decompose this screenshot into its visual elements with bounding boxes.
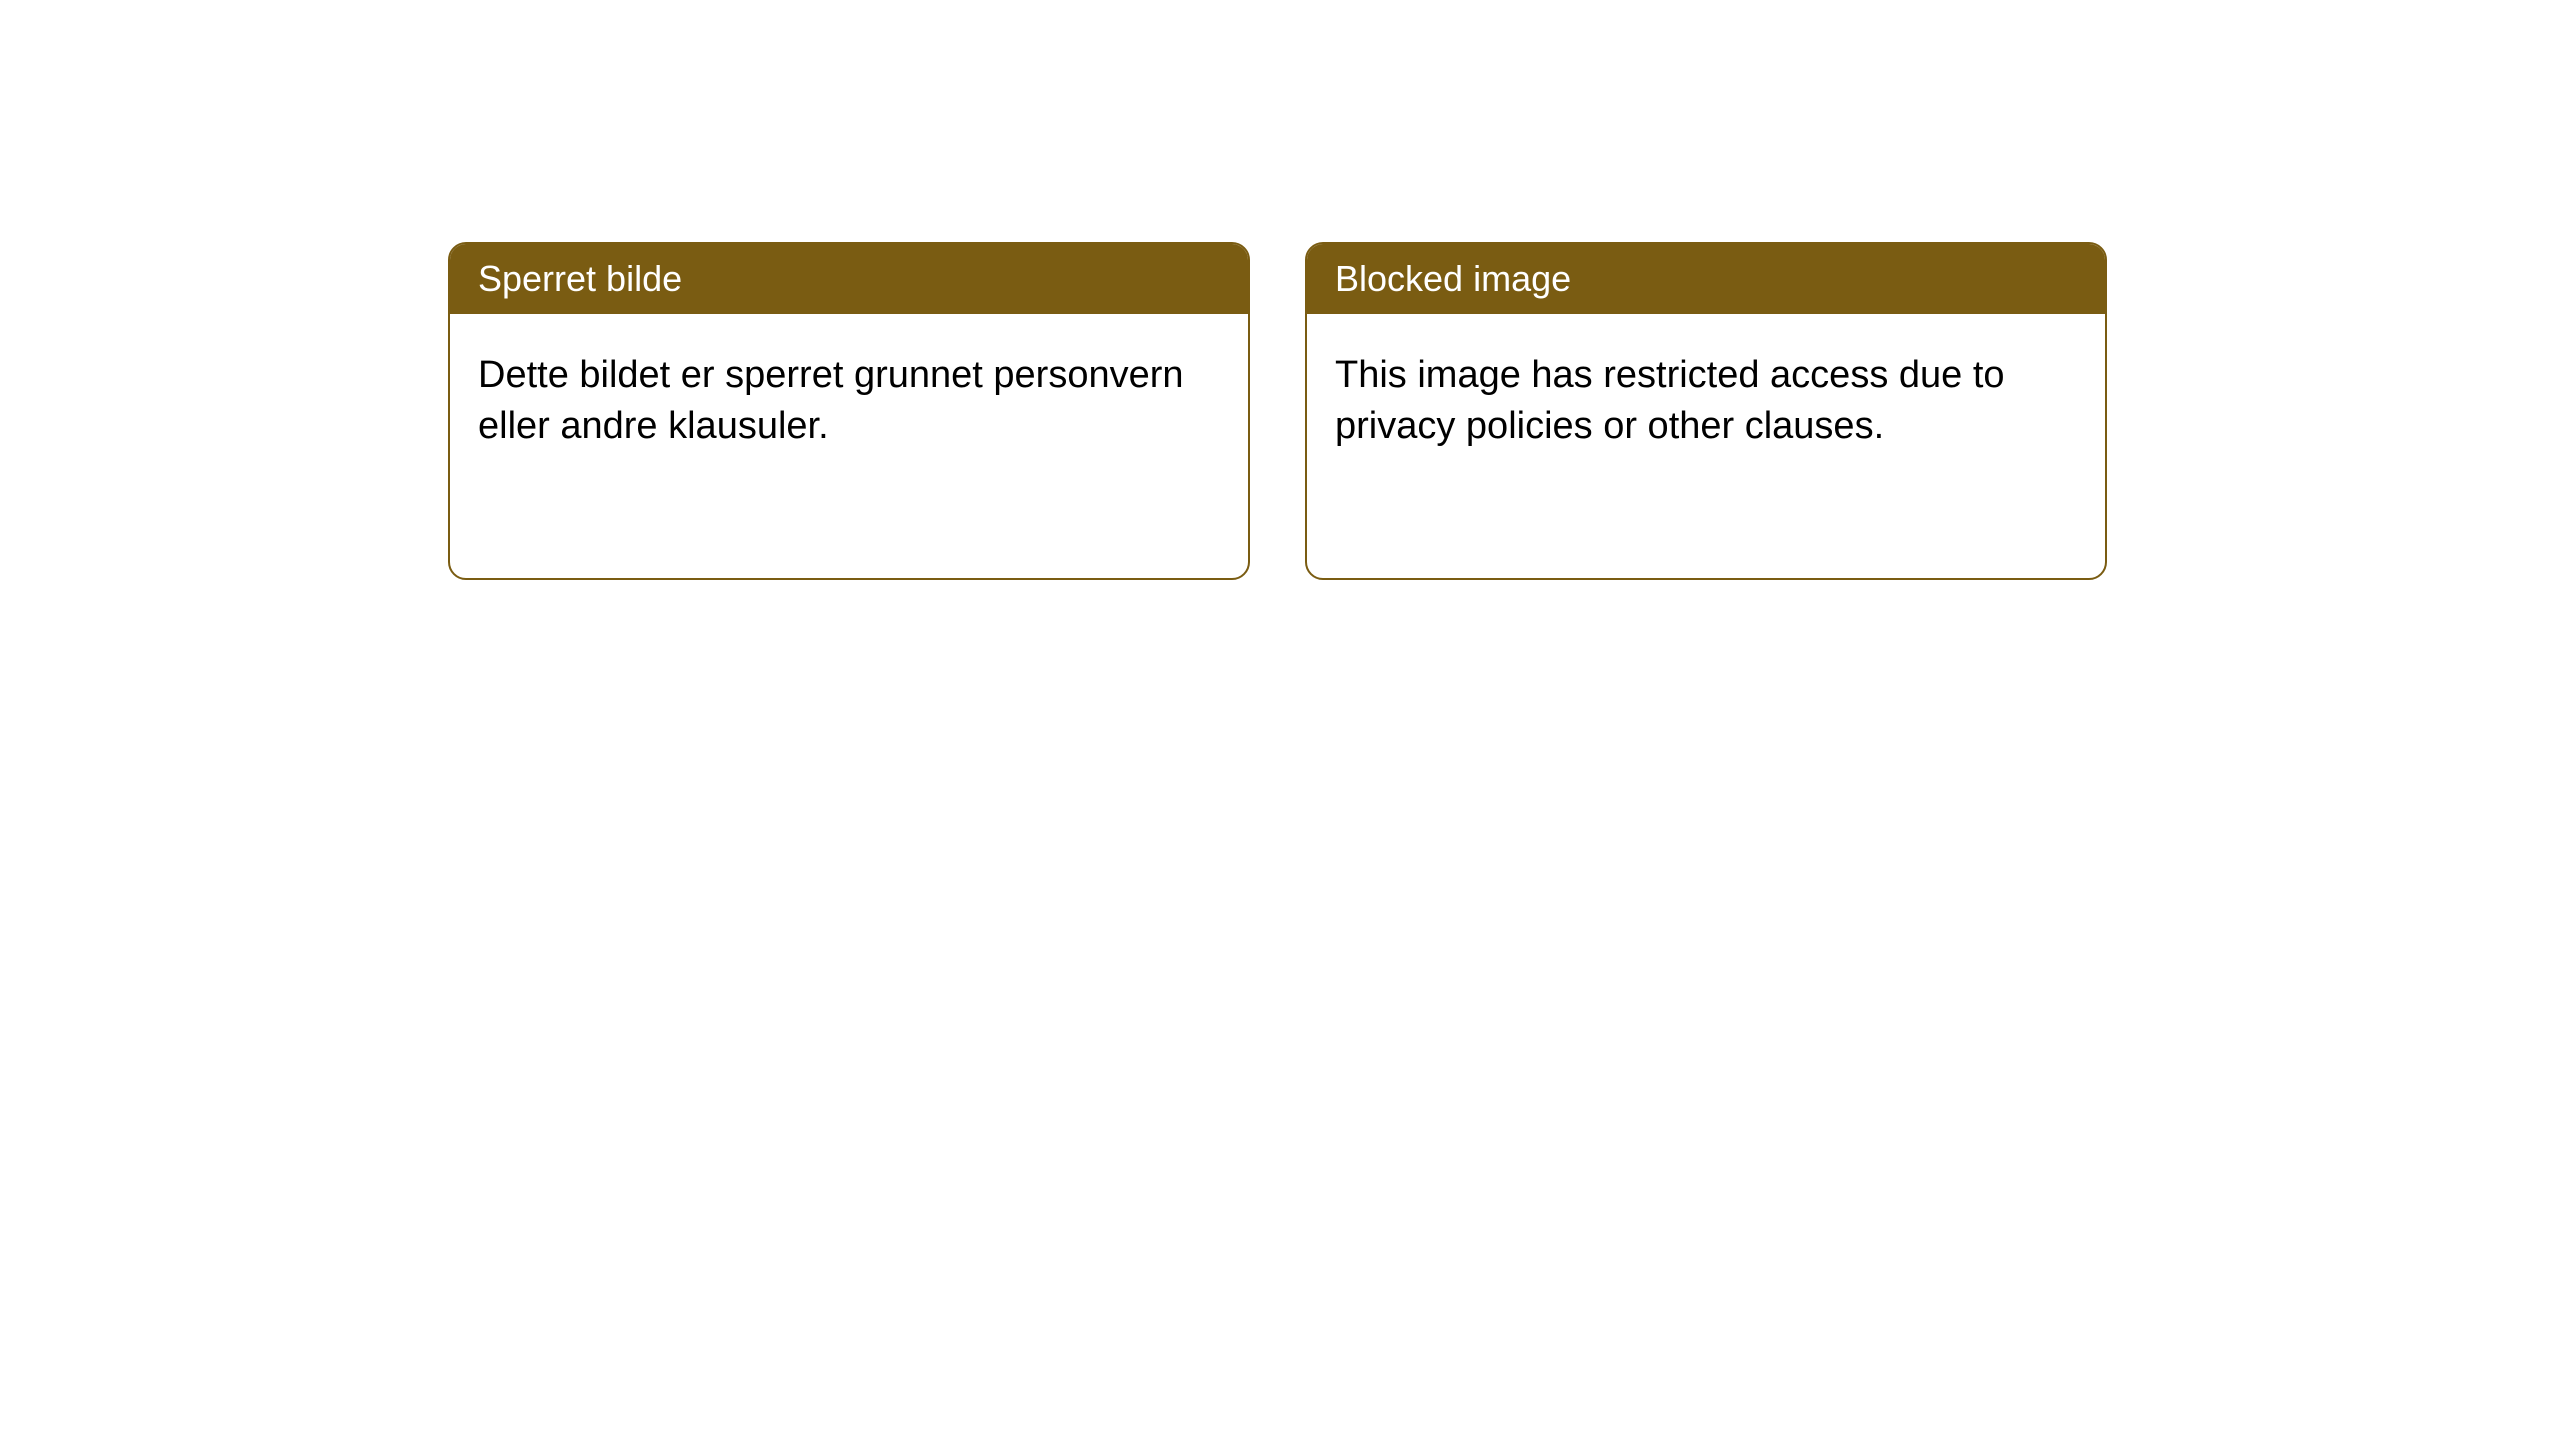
card-title: Blocked image bbox=[1335, 258, 1571, 299]
card-title: Sperret bilde bbox=[478, 258, 682, 299]
card-body: This image has restricted access due to … bbox=[1307, 314, 2105, 489]
card-norwegian: Sperret bilde Dette bildet er sperret gr… bbox=[448, 242, 1250, 580]
card-header: Blocked image bbox=[1307, 244, 2105, 314]
card-body: Dette bildet er sperret grunnet personve… bbox=[450, 314, 1248, 489]
card-text: Dette bildet er sperret grunnet personve… bbox=[478, 354, 1184, 447]
card-text: This image has restricted access due to … bbox=[1335, 354, 2005, 447]
card-header: Sperret bilde bbox=[450, 244, 1248, 314]
card-english: Blocked image This image has restricted … bbox=[1305, 242, 2107, 580]
blocked-image-cards: Sperret bilde Dette bildet er sperret gr… bbox=[448, 242, 2107, 580]
